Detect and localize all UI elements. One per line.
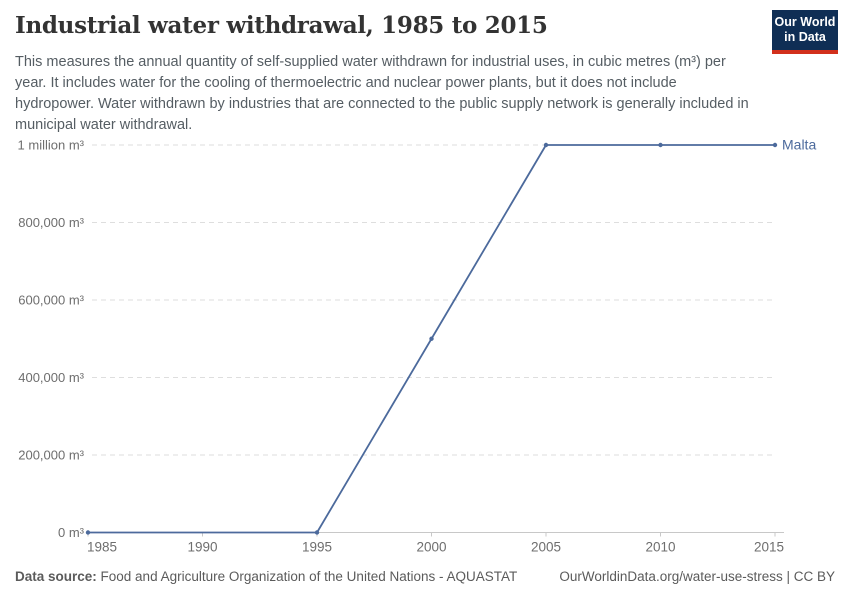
- line-chart-svg: 0 m³ 200,000 m³ 400,000 m³ 600,000 m³ 800,00…: [18, 137, 817, 555]
- data-line-malta: [87, 144, 776, 534]
- data-point-2015: [772, 142, 778, 148]
- owid-logo-line2: in Data: [784, 30, 826, 44]
- x-axis-tick-label: 2005: [531, 540, 561, 555]
- data-source: Data source: Food and Agriculture Organi…: [15, 567, 517, 587]
- chart-title: Industrial water withdrawal, 1985 to 201…: [15, 12, 548, 39]
- x-axis-tick-label: 1990: [187, 540, 217, 555]
- y-axis-tick-label: 1 million m³: [18, 138, 85, 153]
- y-axis-tick-label: 0 m³: [58, 525, 85, 540]
- y-axis-tick-label: 600,000 m³: [18, 293, 84, 308]
- data-point-2010: [658, 142, 663, 148]
- data-source-label: Data source:: [15, 569, 97, 584]
- line-chart: 0 m³ 200,000 m³ 400,000 m³ 600,000 m³ 800,00…: [0, 130, 850, 562]
- x-axis-tick-label: 2015: [754, 540, 784, 555]
- data-point-1995: [314, 530, 320, 535]
- x-axis-tick-label: 1985: [87, 540, 117, 555]
- chart-footer: Data source: Food and Agriculture Organi…: [15, 567, 835, 587]
- data-point-1985: [85, 530, 91, 535]
- x-axis-tick-label: 2000: [416, 540, 446, 555]
- y-axis-tick-label: 200,000 m³: [18, 448, 84, 463]
- data-source-text: Food and Agriculture Organization of the…: [96, 569, 518, 584]
- owid-url-link[interactable]: OurWorldinData.org/water-use-stress | CC…: [559, 569, 835, 584]
- chart-subtitle: This measures the annual quantity of sel…: [15, 54, 749, 133]
- data-point-2000: [429, 336, 434, 341]
- x-axis-tick-label: 1995: [302, 540, 332, 555]
- data-point-2005: [543, 142, 549, 148]
- series-label-malta: Malta: [782, 137, 816, 153]
- x-axis-tick-label: 2010: [645, 540, 675, 555]
- owid-logo: Our World in Data: [772, 10, 838, 54]
- owid-logo-line1: Our World: [774, 15, 836, 29]
- y-axis-tick-label: 400,000 m³: [18, 370, 84, 385]
- y-axis-tick-label: 800,000 m³: [18, 215, 84, 230]
